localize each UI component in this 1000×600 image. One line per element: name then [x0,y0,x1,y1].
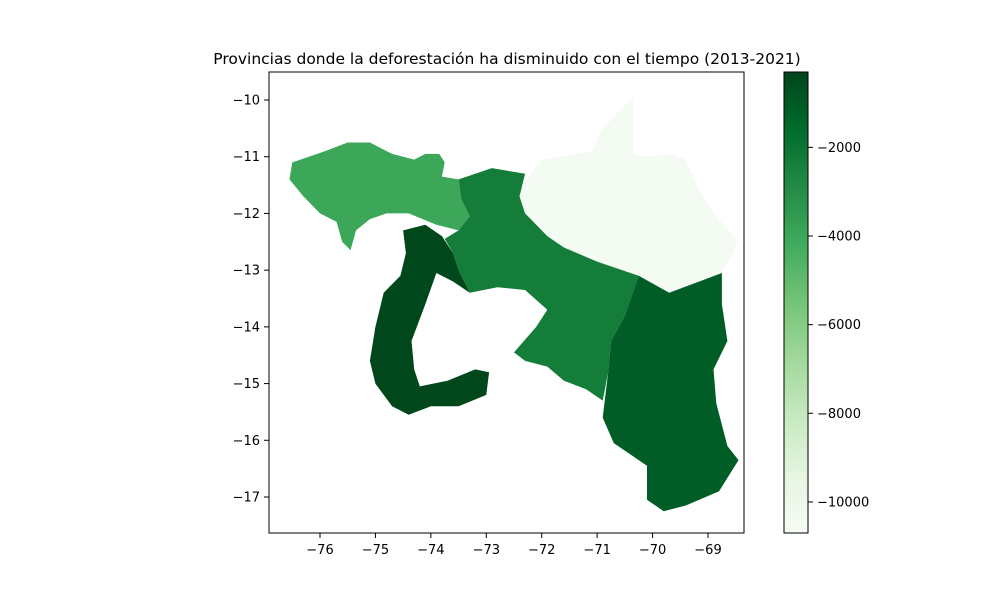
map-axes-frame [268,71,745,534]
x-tick-label: −71 [583,543,610,558]
region-southwest [369,224,490,415]
x-tick-label: −69 [694,543,721,558]
x-tick-label: −76 [306,543,333,558]
y-tick-label: −17 [233,491,260,506]
colorbar-tick-label: −10000 [817,495,869,510]
x-axis-ticks: −76 −75 −74 −73 −72 −71 −70 −69 [306,533,722,558]
region-northwest [289,142,470,251]
y-tick-label: −15 [233,377,260,392]
colorbar-frame [783,71,809,534]
x-tick-label: −72 [528,543,555,558]
y-axis-ticks: −10 −11 −12 −13 −14 −15 −16 −17 [233,94,269,506]
x-tick-label: −70 [639,543,666,558]
x-tick-label: −74 [417,543,444,558]
region-southeast [602,273,739,512]
y-tick-label: −14 [233,320,260,335]
colorbar-tick-label: −2000 [817,141,861,156]
province-regions [289,97,739,512]
y-tick-label: −16 [233,434,260,449]
map-title: Provincias donde la deforestación ha dis… [213,50,800,68]
colorbar [784,72,808,533]
x-tick-label: −73 [473,543,500,558]
colorbar-ticks: −2000 −4000 −6000 −8000 −10000 [808,141,869,510]
y-tick-label: −11 [233,150,260,165]
region-central [444,168,639,401]
y-tick-label: −13 [233,264,260,279]
colorbar-tick-label: −4000 [817,230,861,245]
region-east-north [519,97,739,293]
colorbar-tick-label: −6000 [817,318,861,333]
colorbar-tick-label: −8000 [817,407,861,422]
y-tick-label: −12 [233,207,260,222]
y-tick-label: −10 [233,94,260,109]
x-tick-label: −75 [362,543,389,558]
